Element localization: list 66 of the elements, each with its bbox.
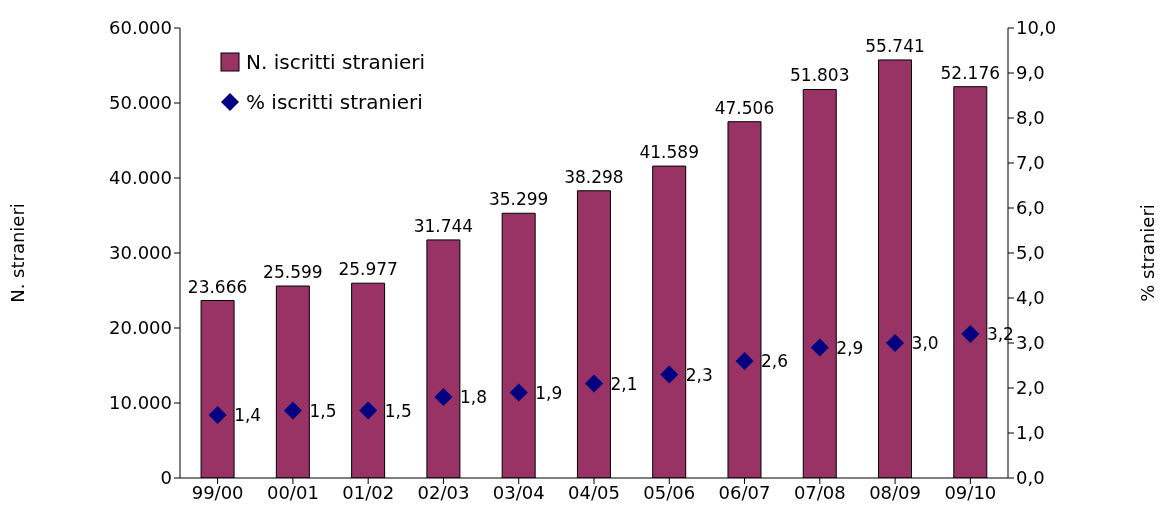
x-tick-label: 03/04 (492, 481, 545, 503)
y-tick-label: 0 (160, 467, 172, 489)
data-label: 52.176 (940, 62, 1001, 83)
data-label: 25.599 (263, 262, 323, 283)
data-label: 25.977 (338, 259, 398, 280)
data-label: 51.803 (790, 65, 850, 86)
data-label: 41.589 (639, 142, 699, 163)
point (810, 338, 829, 357)
data-label: 38.298 (564, 166, 624, 187)
data-label: 1,9 (535, 382, 563, 403)
y2-tick-label: 8,0 (1016, 107, 1045, 129)
data-label: 47.506 (714, 97, 775, 118)
point (735, 352, 754, 370)
y2-tick-label: 5,0 (1016, 242, 1045, 264)
point (886, 334, 905, 352)
data-label: 2,3 (685, 364, 713, 385)
y2-axis-title: % stranieri (1137, 204, 1159, 302)
data-label: 1,8 (459, 387, 488, 408)
x-tick-label: 09/10 (944, 481, 997, 503)
point (660, 365, 679, 384)
point (283, 401, 302, 420)
y2-tick-label: 4,0 (1016, 287, 1045, 309)
data-label: 23.666 (187, 276, 248, 297)
y2-tick-label: 3,0 (1016, 332, 1045, 354)
data-label: 2,9 (836, 337, 864, 358)
x-tick-label: 02/03 (417, 481, 470, 503)
data-label: 1,4 (234, 405, 262, 426)
y2-tick-label: 10,0 (1016, 17, 1057, 39)
point (509, 383, 528, 402)
legend-label: % iscritti stranieri (246, 89, 423, 116)
x-tick-label: 08/09 (869, 481, 922, 503)
y2-tick-label: 9,0 (1016, 62, 1045, 84)
y-tick-label: 50.000 (109, 92, 172, 114)
y2-tick-label: 6,0 (1016, 197, 1045, 219)
y-tick-label: 60.000 (109, 17, 172, 39)
data-label: 35.299 (488, 189, 549, 210)
data-label: 2,6 (761, 351, 789, 372)
x-tick-label: 01/02 (342, 481, 395, 503)
y2-tick-label: 1,0 (1016, 422, 1045, 444)
y-tick-label: 30.000 (109, 242, 172, 264)
x-tick-label: 04/05 (568, 481, 620, 503)
data-label: 2,1 (610, 373, 638, 394)
data-label: 55.741 (865, 35, 925, 56)
x-tick-label: 99/00 (191, 481, 244, 503)
y-tick-label: 10.000 (109, 392, 172, 414)
point (434, 388, 453, 406)
x-tick-label: 00/01 (266, 481, 319, 503)
y2-tick-label: 0,0 (1016, 467, 1045, 489)
legend-label: N. iscritti stranieri (246, 49, 426, 76)
y2-tick-label: 2,0 (1016, 377, 1045, 399)
point (359, 401, 378, 420)
y-axis-title: N. stranieri (7, 203, 29, 303)
x-tick-label: 07/08 (793, 481, 846, 503)
x-tick-label: 06/07 (718, 481, 771, 503)
data-label: 1,5 (309, 400, 337, 421)
y-tick-label: 40.000 (109, 167, 172, 189)
point (585, 374, 603, 393)
point (961, 325, 980, 343)
data-label: 3,2 (986, 324, 1014, 345)
data-label: 1,5 (384, 400, 412, 421)
point (208, 406, 227, 424)
data-label: 3,0 (911, 333, 939, 354)
y-tick-label: 20.000 (109, 317, 172, 339)
y2-tick-label: 7,0 (1016, 152, 1045, 174)
data-label: 31.744 (413, 215, 474, 236)
x-tick-label: 05/06 (643, 481, 696, 503)
